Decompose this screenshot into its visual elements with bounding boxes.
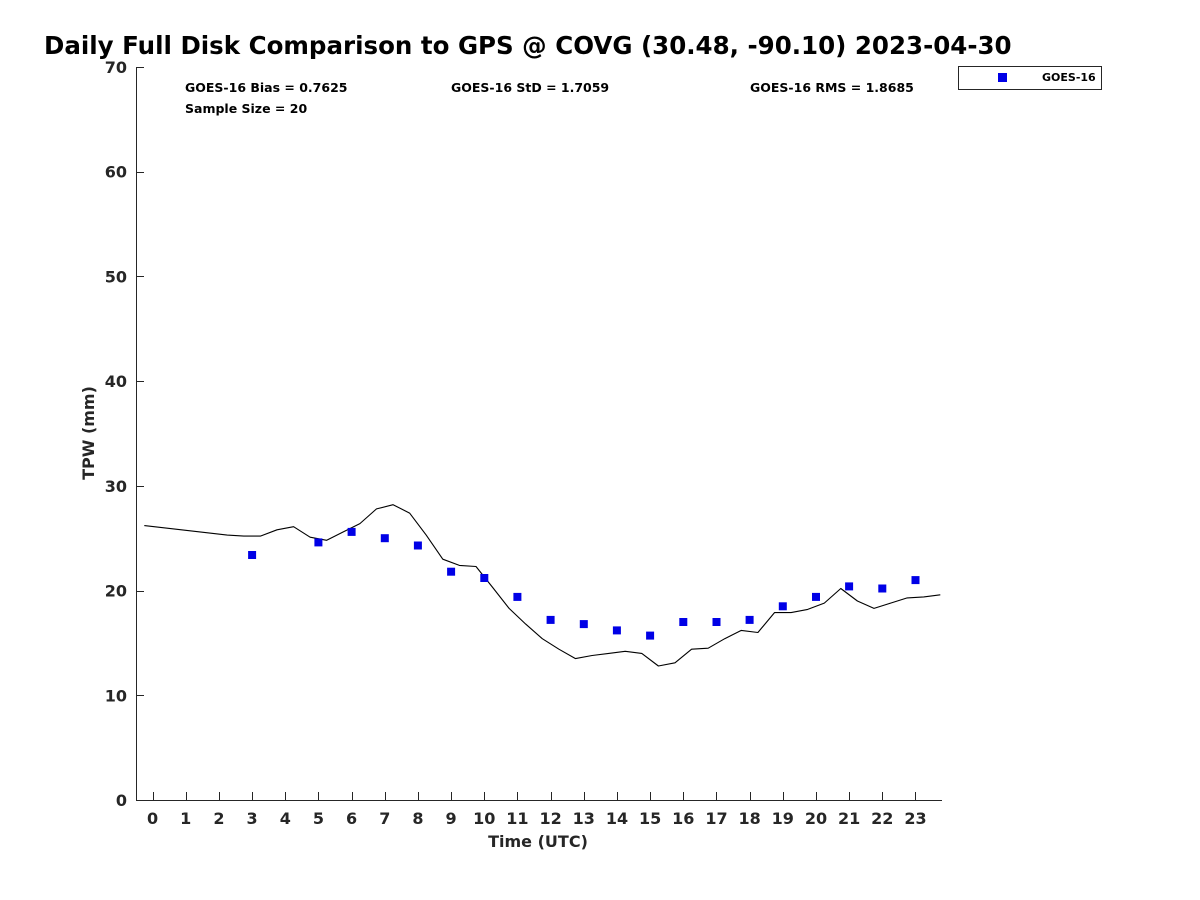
goes16-point	[380, 534, 389, 543]
y-tick-label: 10	[105, 686, 127, 705]
chart-title: Daily Full Disk Comparison to GPS @ COVG…	[44, 31, 1012, 60]
y-tick-label: 60	[105, 163, 127, 182]
y-tick-label: 30	[105, 477, 127, 496]
y-tick-label: 20	[105, 582, 127, 601]
x-tick-label: 3	[247, 809, 258, 828]
gps-tpw-line	[144, 504, 941, 667]
goes16-point	[579, 620, 588, 629]
x-axis-label: Time (UTC)	[488, 832, 588, 851]
series-layer	[144, 504, 941, 667]
goes16-point	[612, 626, 621, 635]
legend-marker-goes16	[998, 73, 1007, 82]
goes16-point	[878, 584, 887, 593]
goes16-point	[679, 618, 688, 626]
x-tick-label: 5	[313, 809, 324, 828]
goes16-point	[480, 574, 489, 582]
bias-stat: GOES-16 Bias = 0.7625	[185, 80, 347, 95]
goes16-point	[546, 615, 555, 624]
goes16-point	[314, 538, 323, 547]
x-tick-label: 11	[506, 809, 528, 828]
x-tick-label: 14	[606, 809, 628, 828]
goes16-point	[447, 567, 456, 576]
goes16-point	[347, 527, 356, 536]
x-tick-label: 9	[446, 809, 457, 828]
x-tick-label: 19	[772, 809, 794, 828]
x-tick-label: 22	[871, 809, 893, 828]
x-tick-label: 12	[539, 809, 561, 828]
y-axis-ticks: 0 10 20 30 40 50 60 70	[105, 58, 144, 810]
x-tick-label: 2	[213, 809, 224, 828]
x-tick-label: 15	[639, 809, 661, 828]
goes16-point	[778, 602, 787, 611]
x-tick-label: 13	[573, 809, 595, 828]
x-tick-label: 6	[346, 809, 357, 828]
goes16-point	[845, 582, 854, 591]
goes16-point	[646, 631, 655, 640]
x-tick-label: 8	[412, 809, 423, 828]
y-tick-label: 40	[105, 372, 127, 391]
y-axis-label: TPW (mm)	[79, 386, 98, 480]
x-tick-label: 7	[379, 809, 390, 828]
goes16-point	[911, 576, 920, 585]
x-tick-label: 1	[180, 809, 191, 828]
sample-size-stat: Sample Size = 20	[185, 101, 307, 116]
std-stat: GOES-16 StD = 1.7059	[451, 80, 609, 95]
goes16-point	[513, 592, 522, 601]
goes16-point	[413, 541, 422, 550]
x-tick-label: 17	[705, 809, 727, 828]
x-tick-label: 21	[838, 809, 860, 828]
y-tick-label: 50	[105, 267, 127, 286]
x-tick-label: 18	[738, 809, 760, 828]
goes16-point	[248, 551, 257, 559]
x-axis-ticks: 0 1 2 3 4 5 6 7 8 9 10 11 12 13 14 15 16 17 18 19 20 21 22 23	[147, 792, 927, 828]
goes16-point	[745, 615, 754, 624]
legend-box	[958, 66, 1102, 90]
y-tick-label: 70	[105, 58, 127, 77]
x-tick-label: 16	[672, 809, 694, 828]
legend: GOES-16	[958, 66, 1102, 90]
x-tick-label: 20	[805, 809, 827, 828]
x-tick-label: 10	[473, 809, 495, 828]
x-tick-label: 4	[280, 809, 291, 828]
x-tick-label: 0	[147, 809, 158, 828]
goes16-point	[812, 592, 820, 601]
goes16-point	[712, 618, 721, 626]
rms-stat: GOES-16 RMS = 1.8685	[750, 80, 914, 95]
legend-label-goes16: GOES-16	[1042, 71, 1096, 84]
y-tick-label: 0	[116, 791, 127, 810]
x-tick-label: 23	[904, 809, 926, 828]
